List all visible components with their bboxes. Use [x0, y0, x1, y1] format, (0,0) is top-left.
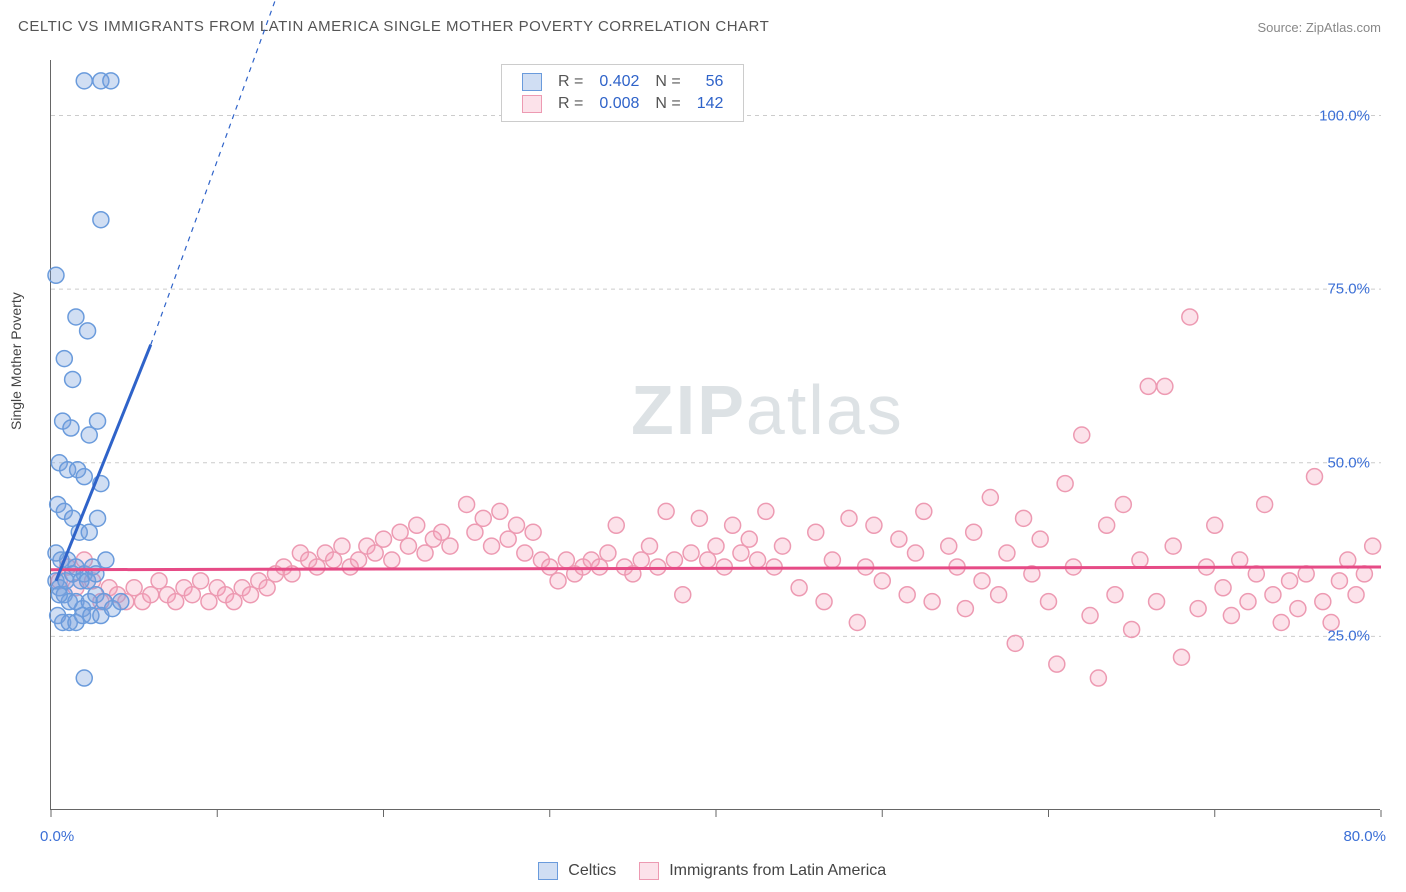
y-tick-label: 75.0% [1327, 281, 1370, 298]
r-label: R = [550, 93, 591, 115]
swatch-blue [538, 862, 558, 880]
x-axis-min: 0.0% [40, 828, 74, 845]
chart-title: CELTIC VS IMMIGRANTS FROM LATIN AMERICA … [18, 18, 769, 35]
source-label: Source: ZipAtlas.com [1257, 20, 1381, 35]
swatch-pink [522, 95, 542, 113]
n-label: N = [647, 93, 688, 115]
y-tick-label: 50.0% [1327, 454, 1370, 471]
legend-stats: R = 0.402 N = 56 R = 0.008 N = 142 [501, 64, 744, 122]
scatter-chart [51, 60, 1380, 809]
y-tick-label: 25.0% [1327, 628, 1370, 645]
legend-stats-row-pink: R = 0.008 N = 142 [514, 93, 731, 115]
legend-stats-row-blue: R = 0.402 N = 56 [514, 71, 731, 93]
series-label-pink: Immigrants from Latin America [669, 862, 886, 879]
y-axis-label: Single Mother Poverty [8, 292, 24, 430]
swatch-blue [522, 73, 542, 91]
r-value-blue: 0.402 [591, 71, 647, 93]
r-value-pink: 0.008 [591, 93, 647, 115]
n-value-blue: 56 [689, 71, 732, 93]
swatch-pink [639, 862, 659, 880]
x-axis-max: 80.0% [1343, 828, 1386, 845]
plot-area: ZIPatlas 25.0%50.0%75.0%100.0% R = 0.402… [50, 60, 1380, 810]
n-label: N = [647, 71, 688, 93]
series-label-blue: Celtics [568, 862, 616, 879]
legend-series: Celtics Immigrants from Latin America [0, 862, 1406, 880]
y-tick-label: 100.0% [1319, 107, 1370, 124]
r-label: R = [550, 71, 591, 93]
n-value-pink: 142 [689, 93, 732, 115]
